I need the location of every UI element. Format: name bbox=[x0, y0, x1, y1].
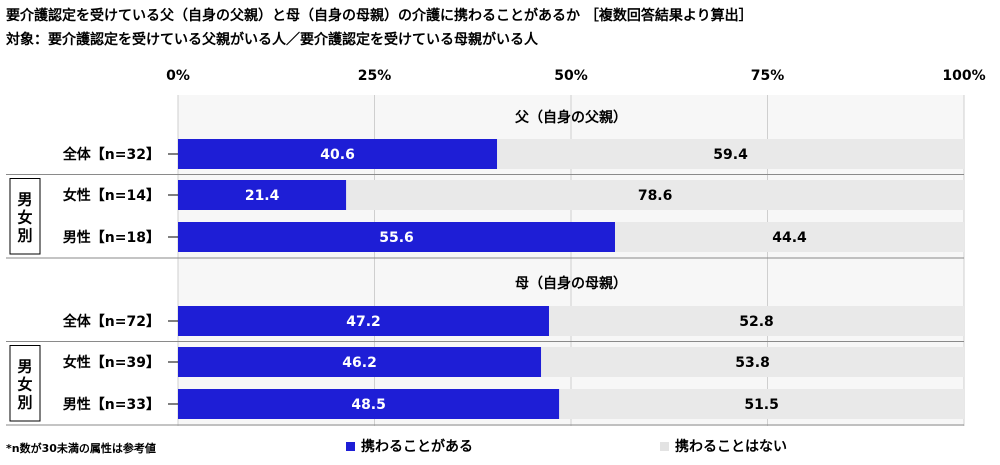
bar-not-involved bbox=[346, 180, 965, 210]
group-label-char: 男 bbox=[17, 357, 32, 375]
row-label: 全体【n=72】 bbox=[62, 313, 160, 330]
legend-swatch-involved bbox=[346, 441, 355, 451]
data-label-involved: 47.2 bbox=[346, 314, 381, 330]
legend-item-not-involved: 携わることはない bbox=[660, 436, 787, 456]
data-label-involved: 46.2 bbox=[342, 355, 377, 371]
bar-involved bbox=[178, 389, 560, 419]
row-label: 女性【n=39】 bbox=[63, 354, 160, 371]
row-label: 男性【n=33】 bbox=[63, 396, 160, 413]
x-tick-label: 0% bbox=[166, 68, 190, 84]
bar-not-involved bbox=[548, 306, 964, 336]
bar-involved bbox=[178, 306, 549, 336]
row-label: 男性【n=18】 bbox=[63, 229, 160, 246]
bar-involved bbox=[178, 139, 498, 169]
x-tick-label: 50% bbox=[554, 68, 588, 84]
bar-involved bbox=[178, 222, 616, 252]
stacked-bar-chart: 0% 25% 50% 75% 100% 父（自身の父親） 40.6 59.4 全体【n=32】 2… bbox=[6, 68, 986, 426]
legend-swatch-not-involved bbox=[660, 441, 669, 451]
group-label-char: 女 bbox=[17, 375, 32, 393]
section-title: 母（自身の母親） bbox=[515, 275, 627, 292]
bar-not-involved bbox=[559, 389, 964, 419]
group-label-char: 男 bbox=[17, 190, 32, 208]
bar-not-involved bbox=[615, 222, 964, 252]
data-label-not-involved: 51.5 bbox=[744, 397, 779, 413]
legend-item-involved: 携わることがある bbox=[346, 436, 473, 456]
section-title: 父（自身の父親） bbox=[514, 109, 627, 126]
data-label-involved: 48.5 bbox=[351, 397, 386, 413]
chart-subtitle: 対象：要介護認定を受けている父親がいる人／要介護認定を受けている母親がいる人 bbox=[6, 32, 538, 48]
data-label-involved: 55.6 bbox=[379, 230, 414, 246]
legend-label-involved: 携わることがある bbox=[361, 439, 473, 455]
data-label-involved: 21.4 bbox=[245, 188, 280, 204]
bar-not-involved bbox=[541, 347, 964, 377]
bar-involved bbox=[178, 180, 347, 210]
group-box bbox=[9, 345, 41, 422]
x-tick-label: 75% bbox=[751, 68, 785, 84]
legend-label-not-involved: 携わることはない bbox=[675, 439, 787, 455]
data-label-involved: 40.6 bbox=[320, 147, 355, 163]
data-label-not-involved: 78.6 bbox=[638, 188, 673, 204]
group-box bbox=[9, 178, 41, 255]
data-label-not-involved: 59.4 bbox=[713, 147, 748, 163]
data-label-not-involved: 53.8 bbox=[735, 355, 770, 371]
row-label: 女性【n=14】 bbox=[63, 187, 160, 204]
group-label-char: 別 bbox=[16, 226, 32, 244]
chart-title: 要介護認定を受けている父（自身の父親）と母（自身の母親）の介護に携わることがある… bbox=[6, 8, 753, 24]
x-tick-label: 100% bbox=[942, 68, 985, 84]
bar-not-involved bbox=[497, 139, 964, 169]
group-label-char: 女 bbox=[17, 208, 32, 226]
data-label-not-involved: 52.8 bbox=[739, 314, 774, 330]
x-tick-label: 25% bbox=[358, 68, 392, 84]
row-label: 全体【n=32】 bbox=[62, 146, 160, 163]
group-label-char: 別 bbox=[16, 393, 32, 411]
data-label-not-involved: 44.4 bbox=[772, 230, 807, 246]
bar-involved bbox=[178, 347, 542, 377]
footnote: *n数が30未満の属性は参考値 bbox=[6, 442, 156, 455]
